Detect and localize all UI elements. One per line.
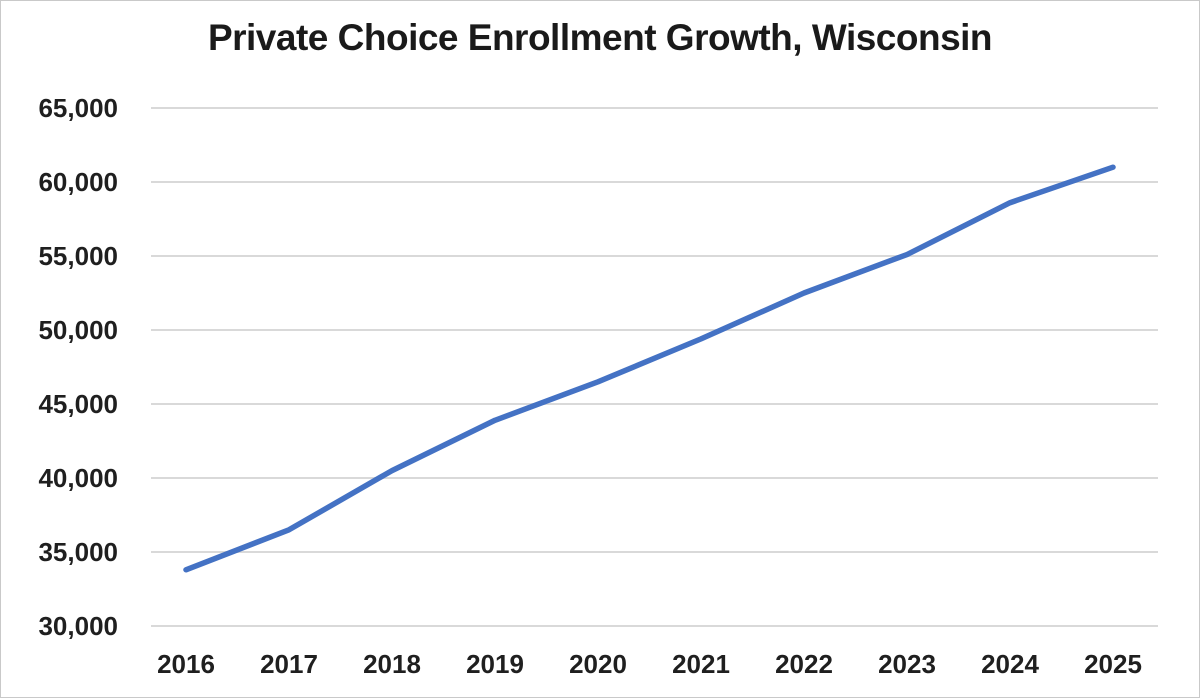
y-axis-tick-label: 65,000	[38, 93, 118, 123]
x-axis-tick-label: 2017	[260, 649, 318, 679]
enrollment-line-series	[183, 164, 1116, 573]
x-axis-tick-label: 2024	[981, 649, 1039, 679]
y-axis-tick-label: 50,000	[38, 315, 118, 345]
y-axis-tick-label: 55,000	[38, 241, 118, 271]
x-axis-tick-label: 2023	[878, 649, 936, 679]
x-axis-tick-label: 2022	[775, 649, 833, 679]
x-axis-tick-label: 2019	[466, 649, 524, 679]
y-axis-tick-label: 40,000	[38, 463, 118, 493]
x-axis-tick-label: 2021	[672, 649, 730, 679]
y-axis-tick-label: 35,000	[38, 537, 118, 567]
x-axis-tick-label: 2025	[1084, 649, 1142, 679]
y-axis-tick-label: 30,000	[38, 611, 118, 641]
x-axis-tick-label: 2020	[569, 649, 627, 679]
x-axis-tick-label: 2016	[157, 649, 215, 679]
y-axis-tick-label: 60,000	[38, 167, 118, 197]
x-axis-tick-label: 2018	[363, 649, 421, 679]
y-axis-tick-label: 45,000	[38, 389, 118, 419]
chart-title: Private Choice Enrollment Growth, Wiscon…	[207, 17, 993, 58]
